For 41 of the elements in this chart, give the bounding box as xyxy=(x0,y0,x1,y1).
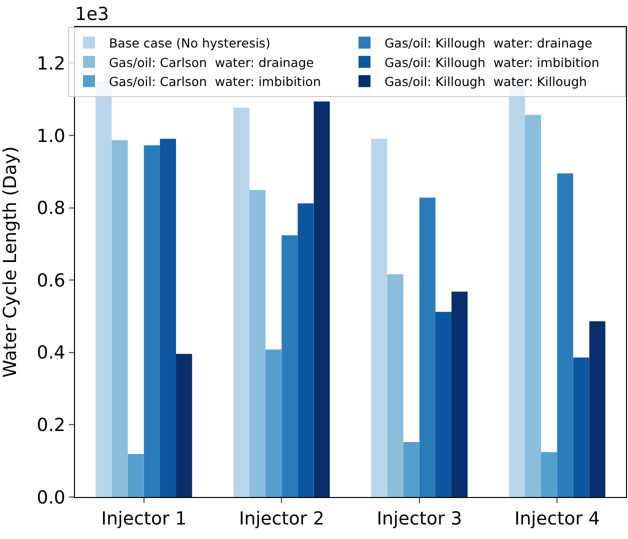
bar xyxy=(298,203,314,497)
bar xyxy=(435,312,452,497)
x-tick-label: Injector 2 xyxy=(238,508,324,530)
y-axis-title: Water Cycle Length (Day) xyxy=(0,146,21,378)
bar xyxy=(249,190,266,497)
bar xyxy=(144,145,160,497)
y-tick-label: 0.4 xyxy=(36,342,66,364)
legend-label: Gas/oil: Carlson water: imbibition xyxy=(109,74,321,89)
bar xyxy=(541,452,558,497)
y-tick-label: 0.8 xyxy=(36,198,66,220)
y-tick-label: 1.0 xyxy=(36,126,66,147)
legend-label: Gas/oil: Carlson water: drainage xyxy=(109,54,314,70)
bar xyxy=(573,357,590,497)
legend-label: Gas/oil: Killough water: drainage xyxy=(384,36,593,50)
y-tick-label: 0.0 xyxy=(36,487,66,508)
bar xyxy=(176,354,192,497)
legend-label: Base case (No hysteresis) xyxy=(109,36,270,50)
bar xyxy=(387,274,404,497)
y-tick-label: 1.2 xyxy=(36,53,66,74)
bar xyxy=(128,454,144,497)
legend-label: Gas/oil: Killough water: imbibition xyxy=(384,54,600,70)
bar xyxy=(419,198,436,497)
bar xyxy=(403,442,420,497)
bar xyxy=(589,321,606,497)
x-tick-label: Injector 1 xyxy=(101,508,187,530)
x-tick-label: Injector 4 xyxy=(514,508,600,530)
y-tick-label: 0.6 xyxy=(36,270,66,292)
x-tick-label: Injector 3 xyxy=(376,508,462,530)
bar xyxy=(452,292,468,497)
bar xyxy=(371,138,388,497)
text: 1e3 xyxy=(75,4,109,25)
bar xyxy=(233,108,250,497)
bar xyxy=(524,114,542,497)
bar xyxy=(266,349,282,497)
bar xyxy=(112,140,128,497)
legend-label: Gas/oil: Killough water: Killough xyxy=(384,74,587,89)
bar xyxy=(557,173,574,497)
bar xyxy=(160,138,176,497)
bar xyxy=(282,235,298,497)
y-tick-label: 0.2 xyxy=(36,414,66,436)
bar xyxy=(314,101,330,497)
